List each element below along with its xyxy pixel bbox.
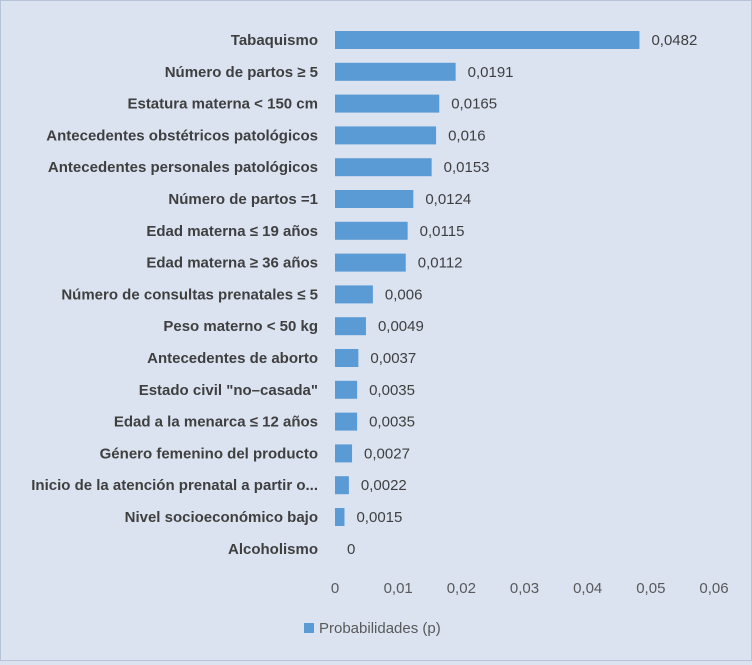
bar bbox=[335, 31, 640, 49]
category-label: Edad a la menarca ≤ 12 años bbox=[114, 414, 318, 431]
x-tick-label: 0,06 bbox=[699, 580, 728, 597]
bar bbox=[335, 126, 437, 145]
bar bbox=[335, 444, 353, 463]
legend-swatch bbox=[304, 623, 314, 633]
category-label: Antecedentes obstétricos patológicos bbox=[46, 127, 318, 144]
bar bbox=[335, 285, 373, 304]
category-label: Edad materna ≤ 19 años bbox=[146, 223, 318, 240]
bar bbox=[335, 190, 414, 208]
category-label: Inicio de la atención prenatal a partir … bbox=[31, 477, 318, 494]
bar bbox=[335, 349, 359, 367]
category-label: Alcoholismo bbox=[228, 541, 318, 558]
bar bbox=[335, 412, 358, 431]
legend-label: Probabilidades (p) bbox=[319, 620, 441, 637]
category-label: Tabaquismo bbox=[231, 32, 318, 49]
category-label: Número de partos ≥ 5 bbox=[165, 64, 318, 81]
data-label: 0,0037 bbox=[370, 350, 416, 367]
category-label: Estado civil "no–casada" bbox=[139, 382, 318, 399]
bars bbox=[335, 31, 640, 526]
x-tick-label: 0 bbox=[331, 580, 339, 597]
legend: Probabilidades (p) bbox=[304, 620, 441, 637]
x-tick-label: 0,02 bbox=[447, 580, 476, 597]
x-tick-label: 0,01 bbox=[384, 580, 413, 597]
data-labels: 0,0482 0,0191 0,0165 0,016 0,0153 0,0124 0,011… bbox=[347, 32, 697, 558]
data-label: 0,0015 bbox=[356, 509, 402, 526]
bar bbox=[335, 62, 456, 81]
category-label: Nivel socioeconómico bajo bbox=[125, 509, 318, 526]
x-tick-label: 0,04 bbox=[573, 580, 602, 597]
bar bbox=[335, 158, 432, 177]
bar bbox=[335, 508, 345, 526]
category-label: Número de partos =1 bbox=[168, 191, 318, 208]
category-label: Antecedentes de aborto bbox=[147, 350, 318, 367]
data-label: 0,0035 bbox=[369, 414, 415, 431]
category-label: Peso materno < 50 kg bbox=[163, 318, 318, 335]
x-tick-label: 0,05 bbox=[636, 580, 665, 597]
data-label: 0,0112 bbox=[418, 255, 463, 272]
data-label: 0,0124 bbox=[425, 191, 471, 208]
data-label: 0,0022 bbox=[361, 477, 407, 494]
x-axis-ticks: 0 0,01 0,02 0,03 0,04 0,05 0,06 bbox=[331, 580, 729, 597]
category-label: Género femenino del producto bbox=[100, 445, 318, 462]
bar bbox=[335, 476, 349, 495]
category-labels: Tabaquismo Número de partos ≥ 5 Estatura m… bbox=[31, 32, 318, 558]
bar bbox=[335, 94, 440, 113]
bar bbox=[335, 380, 358, 399]
category-label: Edad materna ≥ 36 años bbox=[146, 255, 318, 272]
bar bbox=[335, 253, 406, 272]
data-label: 0,0191 bbox=[468, 64, 514, 81]
data-label: 0,0049 bbox=[378, 318, 424, 335]
data-label: 0,0027 bbox=[364, 445, 410, 462]
x-tick-label: 0,03 bbox=[510, 580, 539, 597]
category-label: Número de consultas prenatales ≤ 5 bbox=[61, 286, 318, 303]
data-label: 0,0035 bbox=[369, 382, 415, 399]
data-label: 0,0153 bbox=[444, 159, 490, 176]
data-label: 0,0165 bbox=[451, 96, 497, 113]
category-label: Estatura materna < 150 cm bbox=[127, 96, 318, 113]
data-label: 0,006 bbox=[385, 286, 423, 303]
category-label: Antecedentes personales patológicos bbox=[48, 159, 318, 176]
data-label: 0 bbox=[347, 541, 355, 558]
data-label: 0,0482 bbox=[651, 32, 697, 49]
bar bbox=[335, 317, 366, 336]
data-label: 0,016 bbox=[448, 127, 486, 144]
data-label: 0,0115 bbox=[420, 223, 465, 240]
bar bbox=[335, 221, 408, 240]
